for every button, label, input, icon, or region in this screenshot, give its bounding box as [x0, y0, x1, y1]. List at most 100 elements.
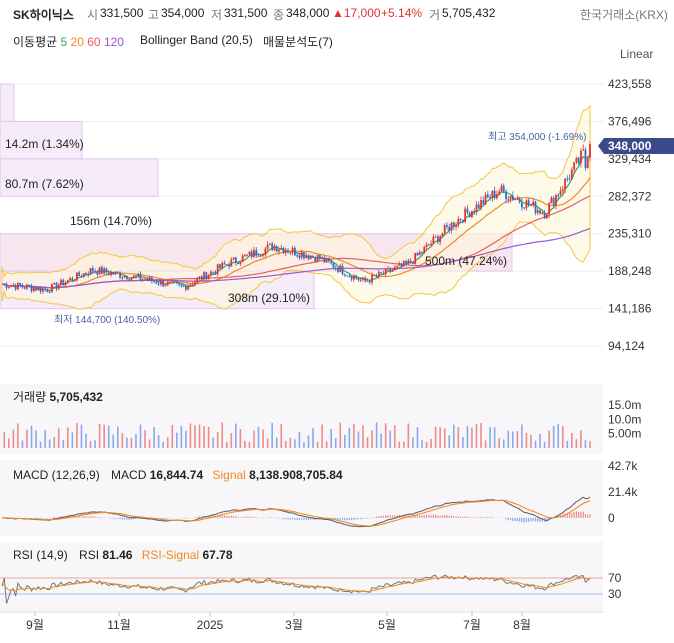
candle-body	[189, 284, 192, 286]
candle-body	[559, 190, 562, 196]
candle-body	[196, 278, 199, 282]
candle-body	[91, 268, 94, 272]
candle-body	[434, 236, 437, 238]
macd-histogram-bar	[355, 517, 357, 520]
volume-bar	[457, 427, 460, 448]
candle-body	[144, 279, 146, 281]
candle-body	[332, 263, 335, 268]
volume-bar	[71, 432, 74, 448]
macd-histogram-bar	[133, 517, 135, 520]
volume-bar	[348, 427, 351, 448]
macd-histogram-bar	[382, 515, 385, 518]
x-tick-label: 8월	[513, 618, 531, 632]
candle-body	[3, 283, 6, 285]
bollinger-indicator[interactable]: Bollinger Band (20,5)	[140, 33, 253, 47]
macd-histogram-bar	[337, 517, 339, 521]
candle-body	[225, 264, 228, 266]
macd-histogram-bar	[235, 516, 237, 518]
volume-bar	[253, 430, 255, 448]
volume-bar	[244, 440, 246, 448]
bollinger-band	[1, 104, 591, 310]
candle-body	[341, 265, 344, 275]
volume-bar	[398, 441, 401, 448]
stock-name[interactable]: SK하이닉스	[13, 8, 74, 22]
price-tick-label: 282,372	[608, 189, 652, 203]
candle-body	[337, 268, 339, 272]
candle-body	[586, 157, 589, 168]
candle-body	[60, 279, 62, 286]
candle-body	[543, 212, 546, 219]
macd-histogram-bar	[310, 517, 312, 520]
candle-body	[489, 197, 492, 199]
macd-histogram-bar	[112, 517, 114, 519]
volume-bar	[180, 425, 183, 448]
macd-histogram-bar	[67, 516, 69, 518]
volume-bar	[575, 439, 578, 448]
candle-body	[366, 280, 369, 282]
candle-body	[85, 273, 87, 275]
volume-bar	[176, 432, 178, 448]
volume-bar	[17, 423, 19, 448]
macd-histogram-bar	[348, 517, 350, 521]
candle-body	[459, 218, 462, 220]
macd-histogram-bar	[217, 515, 219, 518]
macd-histogram-bar	[185, 517, 187, 519]
volume-bar	[557, 424, 560, 448]
scale-mode-button[interactable]: Linear	[620, 47, 654, 61]
volume-bar	[452, 424, 455, 448]
candle-body	[141, 279, 144, 281]
candle-body	[314, 257, 317, 262]
candle-body	[312, 255, 314, 258]
macd-tick-label: 0	[608, 511, 615, 525]
volume-profile-indicator[interactable]: 매물분석도(7)	[263, 35, 333, 49]
macd-histogram-bar	[92, 516, 94, 518]
candle-body	[5, 283, 8, 288]
volume-bar	[552, 425, 555, 448]
macd-histogram-bar	[587, 514, 589, 518]
candle-body	[450, 222, 453, 231]
volume-bar	[325, 441, 328, 448]
volume-bar	[312, 428, 314, 448]
price-tick-label: 376,496	[608, 114, 652, 128]
candle-body	[137, 273, 140, 277]
macd-histogram-bar	[450, 515, 453, 518]
macd-histogram-bar	[80, 516, 83, 518]
candle-body	[298, 255, 301, 258]
candle-body	[520, 202, 523, 208]
macd-histogram-bar	[573, 511, 575, 518]
candle-body	[266, 244, 269, 249]
macd-value-label: MACD	[111, 468, 147, 482]
candle-body	[423, 246, 426, 253]
macd-histogram-bar	[128, 517, 130, 520]
macd-signal-line	[1, 499, 591, 527]
macd-histogram-bar	[339, 517, 341, 520]
candle-body	[12, 285, 15, 287]
candle-body	[362, 277, 364, 280]
macd-histogram-bar	[578, 511, 580, 518]
macd-histogram-bar	[444, 515, 446, 518]
candle-body	[87, 274, 90, 276]
volume-bar	[321, 424, 323, 448]
candle-body	[35, 287, 37, 291]
candle-body	[296, 255, 299, 257]
macd-histogram-bar	[287, 517, 289, 520]
volume-bar	[498, 437, 500, 448]
macd-histogram-bar	[484, 516, 487, 518]
volume-bar	[353, 424, 355, 448]
candle-body	[289, 252, 292, 254]
macd-histogram-bar	[532, 517, 534, 521]
ma20-line	[1, 177, 591, 289]
volume-profile-bar	[0, 83, 15, 123]
volume-bar	[103, 424, 105, 448]
macd-histogram-bar	[210, 515, 212, 518]
candle-body	[566, 178, 569, 180]
ma-indicator[interactable]: 이동평균 5 20 60 120	[13, 33, 124, 50]
candle-body	[273, 246, 276, 251]
macd-histogram-bar	[403, 515, 405, 518]
candle-body	[171, 281, 174, 283]
candle-body	[62, 279, 65, 286]
candle-body	[464, 208, 467, 222]
volume-bar	[185, 430, 187, 448]
macd-histogram-bar	[87, 516, 89, 518]
